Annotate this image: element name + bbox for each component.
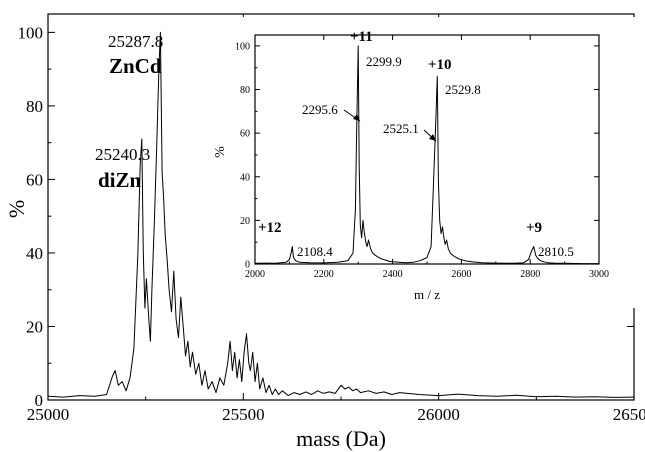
inset-annotation-plus10: +10 [428, 57, 452, 73]
inset-x-tick-label: 2000 [245, 269, 265, 280]
annotation-dizn: diZn [98, 168, 142, 192]
inset-y-tick-label: 80 [240, 85, 250, 96]
inset-annotation-2299-9: 2299.9 [366, 54, 402, 69]
main-y-tick-label: 100 [18, 23, 44, 42]
inset-x-tick-label: 2800 [520, 269, 540, 280]
inset-x-tick-label: 3000 [589, 269, 609, 280]
inset-y-tick-label: 60 [240, 129, 250, 140]
inset-annotation-2810-5: 2810.5 [538, 244, 574, 259]
main-x-axis-label: mass (Da) [296, 426, 386, 451]
inset-x-tick-label: 2400 [383, 269, 403, 280]
main-y-tick-label: 0 [35, 391, 44, 410]
main-x-tick-label: 25000 [27, 405, 70, 424]
inset-x-tick-label: 2200 [314, 269, 334, 280]
inset-x-tick-label: 2600 [451, 269, 471, 280]
inset-annotation-plus11: +11 [350, 29, 373, 45]
inset-x-axis-label: m / z [414, 287, 440, 302]
main-y-tick-label: 40 [26, 244, 43, 263]
inset-annotation-2108-4: 2108.4 [297, 244, 333, 259]
inset-y-axis-label: % [213, 146, 228, 158]
main-ticks: 25000255002600026500020406080100 [18, 14, 645, 424]
inset-annotation-2525-1: 2525.1 [383, 121, 419, 136]
inset-arrowhead-2525-1 [429, 134, 436, 141]
inset-annotation-plus9: +9 [526, 220, 542, 236]
main-y-tick-label: 20 [26, 317, 43, 336]
inset-plot-background [212, 17, 636, 308]
main-x-tick-label: 26000 [417, 405, 460, 424]
inset-y-tick-label: 100 [235, 41, 250, 52]
inset-y-tick-label: 40 [240, 172, 250, 183]
inset-y-tick-label: 0 [245, 260, 250, 271]
annotation-25240-3: 25240.3 [95, 145, 150, 164]
main-plot: 25000255002600026500020406080100 mass (D… [4, 13, 645, 451]
inset-annotation-2529-8: 2529.8 [445, 82, 481, 97]
main-y-tick-label: 80 [26, 97, 43, 116]
main-x-tick-label: 25500 [222, 405, 265, 424]
inset-y-tick-label: 20 [240, 216, 250, 227]
inset-ticks: 2000 2200 2400 2600 2800 3000 0 20 40 60 80 100 [235, 35, 609, 280]
inset-spectrum-line [254, 45, 599, 265]
inset-arrowhead-2295-6 [353, 114, 360, 121]
annotation-zncd: ZnCd [109, 54, 162, 78]
main-y-axis-label: % [4, 200, 29, 218]
main-y-tick-label: 60 [26, 170, 43, 189]
inset-annotation-2295-6: 2295.6 [302, 102, 338, 117]
main-spectrum-line [47, 31, 635, 398]
inset-plot: 2000 2200 2400 2600 2800 3000 0 20 40 60 80 100 m /… [212, 17, 636, 308]
annotation-25287-8: 25287.8 [108, 32, 163, 51]
inset-annotation-plus12: +12 [258, 220, 282, 236]
